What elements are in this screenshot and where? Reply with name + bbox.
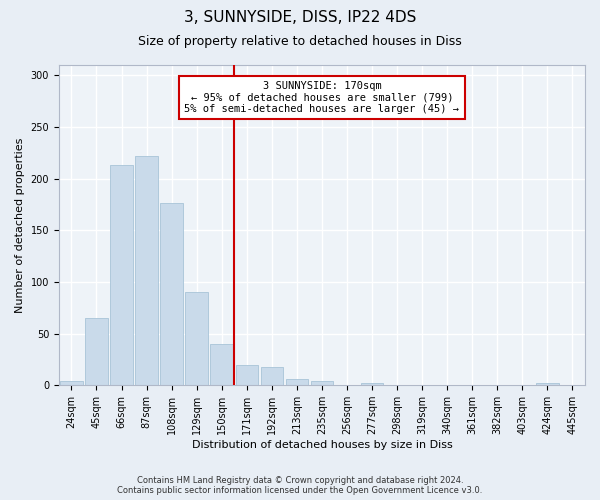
- Bar: [60, 381, 83, 385]
- Bar: [311, 381, 333, 385]
- Text: Size of property relative to detached houses in Diss: Size of property relative to detached ho…: [138, 35, 462, 48]
- Bar: [136, 156, 158, 385]
- X-axis label: Distribution of detached houses by size in Diss: Distribution of detached houses by size …: [191, 440, 452, 450]
- Bar: [85, 318, 108, 385]
- Bar: [260, 366, 283, 385]
- Text: 3 SUNNYSIDE: 170sqm
← 95% of detached houses are smaller (799)
5% of semi-detach: 3 SUNNYSIDE: 170sqm ← 95% of detached ho…: [184, 81, 460, 114]
- Bar: [110, 165, 133, 385]
- Bar: [361, 383, 383, 385]
- Bar: [185, 292, 208, 385]
- Bar: [286, 379, 308, 385]
- Bar: [211, 344, 233, 385]
- Bar: [536, 383, 559, 385]
- Text: 3, SUNNYSIDE, DISS, IP22 4DS: 3, SUNNYSIDE, DISS, IP22 4DS: [184, 10, 416, 25]
- Y-axis label: Number of detached properties: Number of detached properties: [15, 138, 25, 313]
- Text: Contains HM Land Registry data © Crown copyright and database right 2024.
Contai: Contains HM Land Registry data © Crown c…: [118, 476, 482, 495]
- Bar: [236, 364, 258, 385]
- Bar: [160, 204, 183, 385]
